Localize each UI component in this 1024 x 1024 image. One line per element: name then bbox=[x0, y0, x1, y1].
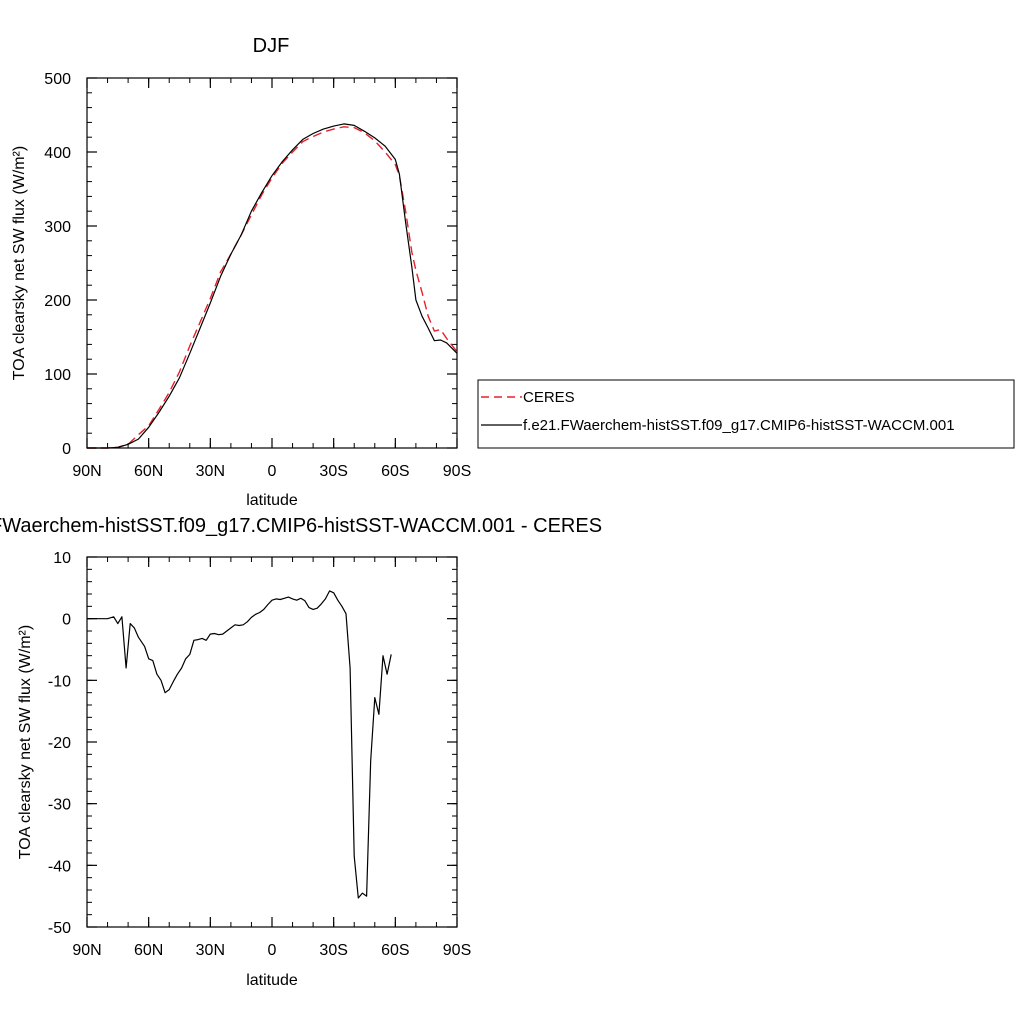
top-chart-x-tick-label: 60S bbox=[381, 463, 409, 480]
bottom-chart-x-tick-label: 60S bbox=[381, 942, 409, 959]
top-chart-frame bbox=[86, 77, 458, 449]
bottom-chart-x-tick-label: 60N bbox=[134, 942, 163, 959]
top-chart-panel: DJF 90N 60N 30N 0 30S 60S 90S0100200300400500 … bbox=[11, 35, 471, 509]
bottom-chart-x-tick-label: 0 bbox=[268, 942, 277, 959]
top-chart-ylabel-text: TOA clearsky net SW flux (W/m²) bbox=[11, 146, 28, 380]
bottom-chart-x-tick-label: 30N bbox=[196, 942, 225, 959]
bottom-chart-y-tick-label: -50 bbox=[48, 920, 71, 937]
top-chart-y-tick-label: 0 bbox=[62, 441, 71, 458]
top-chart-series-line-1 bbox=[87, 123, 458, 449]
top-chart-x-tick-label: 30N bbox=[196, 463, 225, 480]
top-chart-y-tick-label: 400 bbox=[44, 145, 71, 162]
bottom-chart-series-line-0 bbox=[87, 590, 392, 899]
bottom-chart-y-tick-label: -10 bbox=[48, 673, 71, 690]
top-chart-y-tick-label: 500 bbox=[44, 71, 71, 88]
bottom-chart-x-tick-label: 90S bbox=[443, 942, 471, 959]
bottom-chart-ylabel: TOA clearsky net SW flux (W/m²) bbox=[17, 625, 34, 859]
top-chart-y-tick-label: 200 bbox=[44, 293, 71, 310]
bottom-chart-ylabel-text: TOA clearsky net SW flux (W/m²) bbox=[17, 625, 34, 859]
top-chart-y-tick-label: 100 bbox=[44, 367, 71, 384]
legend-box bbox=[477, 379, 1015, 449]
bottom-chart-xlabel: latitude bbox=[246, 972, 298, 989]
top-chart-x-tick-label: 90N bbox=[72, 463, 101, 480]
bottom-chart-frame bbox=[86, 556, 458, 928]
bottom-chart-x-tick-label: 30S bbox=[319, 942, 347, 959]
top-chart-ylabel: TOA clearsky net SW flux (W/m²) bbox=[11, 146, 28, 380]
top-chart-y-tick-label: 300 bbox=[44, 219, 71, 236]
bottom-chart-x-tick-label: 90N bbox=[72, 942, 101, 959]
top-chart-series-line-0 bbox=[87, 126, 458, 449]
top-chart-x-tick-label: 0 bbox=[268, 463, 277, 480]
top-chart-x-tick-label: 90S bbox=[443, 463, 471, 480]
legend: CERES f.e21.FWaerchem-histSST.f09_g17.CM… bbox=[477, 379, 1015, 449]
legend-label-model: f.e21.FWaerchem-histSST.f09_g17.CMIP6-hi… bbox=[523, 417, 955, 434]
bottom-chart-y-tick-label: 0 bbox=[62, 612, 71, 629]
top-chart-title: DJF bbox=[253, 35, 290, 57]
bottom-chart-y-tick-label: -40 bbox=[48, 858, 71, 875]
bottom-chart-y-tick-label: 10 bbox=[53, 550, 71, 567]
bottom-chart-panel: f.e21.FWaerchem-histSST.f09_g17.CMIP6-hi… bbox=[0, 515, 602, 989]
bottom-chart-y-tick-label: -20 bbox=[48, 735, 71, 752]
top-chart-xlabel: latitude bbox=[246, 492, 298, 509]
top-chart-x-tick-label: 30S bbox=[319, 463, 347, 480]
top-chart-x-tick-label: 60N bbox=[134, 463, 163, 480]
legend-label-ceres: CERES bbox=[523, 389, 575, 406]
bottom-chart-y-tick-label: -30 bbox=[48, 797, 71, 814]
bottom-chart-title: f.e21.FWaerchem-histSST.f09_g17.CMIP6-hi… bbox=[0, 515, 602, 537]
